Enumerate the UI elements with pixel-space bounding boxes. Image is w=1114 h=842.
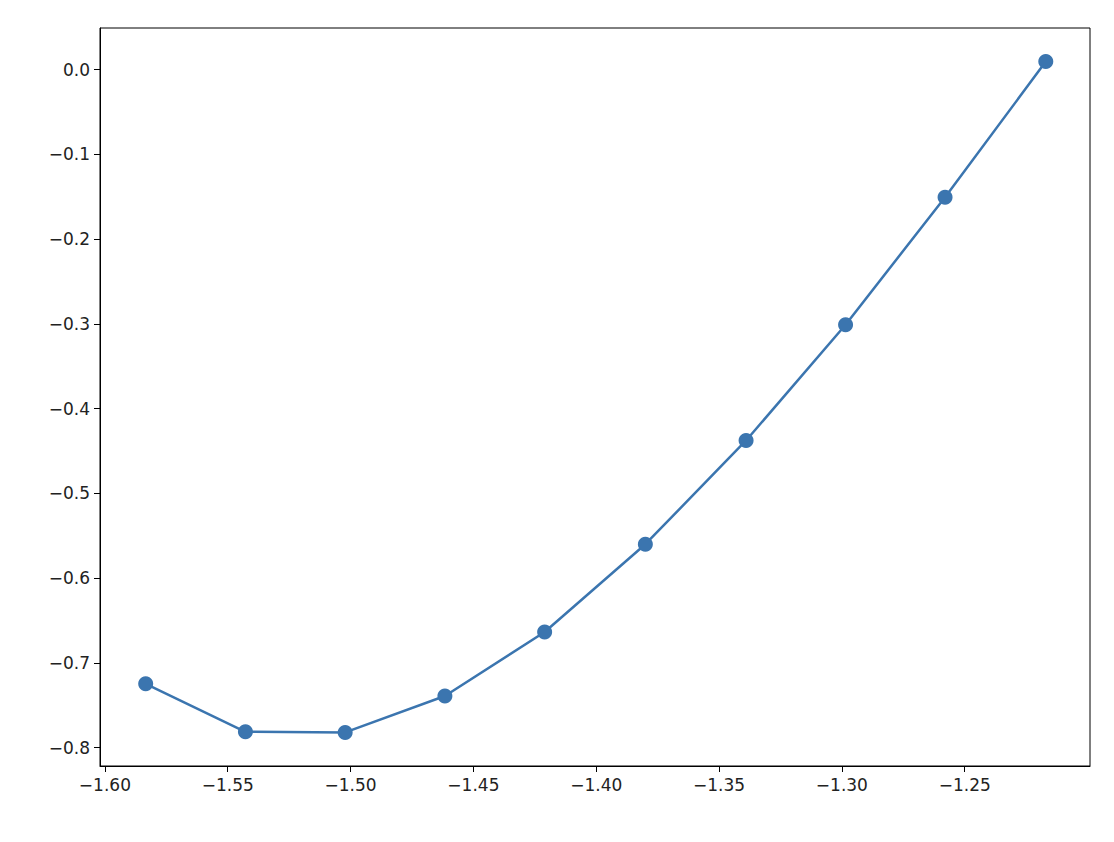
svg-text:−0.8: −0.8	[49, 738, 90, 758]
svg-text:−1.45: −1.45	[447, 775, 499, 795]
svg-text:−0.4: −0.4	[49, 399, 90, 419]
svg-text:−1.40: −1.40	[570, 775, 622, 795]
svg-text:−1.30: −1.30	[816, 775, 868, 795]
svg-text:−0.5: −0.5	[49, 483, 90, 503]
svg-text:−1.35: −1.35	[693, 775, 745, 795]
svg-text:−1.25: −1.25	[939, 775, 991, 795]
svg-text:−1.60: −1.60	[79, 775, 131, 795]
svg-text:−0.3: −0.3	[49, 314, 90, 334]
svg-text:−0.6: −0.6	[49, 568, 90, 588]
svg-text:−1.50: −1.50	[325, 775, 377, 795]
svg-text:−0.7: −0.7	[49, 653, 90, 673]
svg-text:−0.2: −0.2	[49, 229, 90, 249]
svg-text:−1.55: −1.55	[202, 775, 254, 795]
svg-text:−0.1: −0.1	[49, 144, 90, 164]
svg-text:0.0: 0.0	[63, 60, 90, 80]
